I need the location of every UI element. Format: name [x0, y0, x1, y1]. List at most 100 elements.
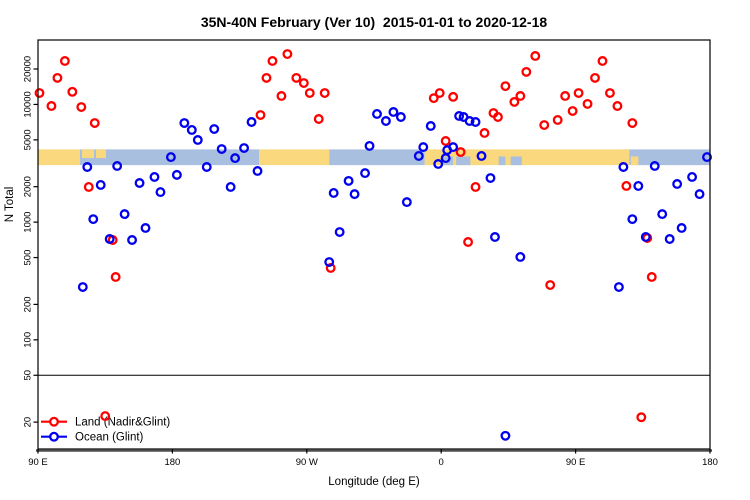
y-tick-label: 50 — [22, 370, 33, 381]
ocean-point — [425, 121, 436, 131]
ocean-point — [140, 223, 151, 233]
ocean-point — [401, 197, 412, 208]
legend: Land (Nadir&Glint) Ocean (Glint) — [41, 417, 170, 444]
ocean-point — [95, 179, 106, 190]
y-tick-label: 1000 — [22, 212, 33, 233]
ocean-point — [165, 152, 176, 163]
y-tick-label: 2000 — [22, 176, 33, 197]
ocean-point — [633, 180, 644, 191]
ocean-band-segment — [79, 149, 260, 166]
land-point — [291, 72, 302, 83]
ocean-point — [239, 143, 250, 153]
land-point — [636, 412, 647, 423]
land-point — [545, 280, 556, 291]
ocean-point — [676, 223, 687, 233]
land-point — [521, 66, 532, 77]
land-point — [59, 56, 70, 66]
ocean-point — [672, 179, 683, 189]
ocean-point — [440, 153, 451, 164]
ocean-point — [252, 166, 263, 176]
y-tick-label: 5000 — [22, 129, 33, 150]
ocean-point — [324, 257, 335, 267]
ocean-point — [464, 116, 475, 126]
ocean-point — [640, 232, 651, 242]
ocean-point — [179, 118, 190, 128]
land-point — [560, 91, 571, 101]
ocean-point — [349, 189, 360, 200]
ocean-point — [328, 187, 339, 198]
ocean-point — [485, 173, 496, 183]
x-tick-label: 90 E — [28, 457, 48, 468]
ocean-point — [201, 162, 212, 172]
ocean-point — [230, 153, 241, 164]
ocean-point — [657, 209, 668, 220]
ocean-point — [418, 142, 429, 153]
ocean-band-patch — [510, 156, 522, 166]
land-point — [434, 88, 445, 98]
land-band-patch — [95, 149, 106, 159]
land-point — [621, 180, 632, 191]
land-point — [590, 72, 600, 83]
land-point — [428, 93, 439, 104]
ocean-point — [448, 142, 459, 153]
ocean-point — [82, 162, 93, 172]
ocean-point — [454, 111, 465, 121]
land-point — [304, 88, 315, 98]
ocean-band-segment — [329, 149, 425, 166]
y-axis: 20 50 100 200 500 1000 2000 5000 10000 20000 N Tot… — [4, 56, 38, 427]
land-point — [67, 86, 78, 97]
ocean-point — [364, 140, 375, 151]
x-tick-label: 180 — [164, 457, 180, 468]
ocean-point — [372, 109, 382, 119]
y-tick-label: 20000 — [22, 56, 33, 82]
land-point — [627, 118, 638, 128]
ocean-point — [388, 107, 399, 117]
land-band-patch — [621, 149, 630, 166]
land-point — [455, 147, 466, 157]
ocean-point — [171, 169, 182, 180]
ocean-point — [225, 182, 236, 192]
ocean-point — [515, 252, 526, 262]
ocean-point — [413, 150, 424, 161]
y-tick-label: 500 — [22, 250, 33, 266]
land-point — [509, 96, 520, 107]
land-point — [313, 114, 324, 124]
ocean-point — [380, 116, 391, 126]
land-point — [46, 101, 57, 111]
ocean-point — [664, 234, 675, 244]
land-ocean-band — [38, 149, 710, 166]
ocean-point — [104, 234, 115, 244]
ocean-band-segment — [621, 149, 710, 166]
ocean-point — [127, 235, 138, 245]
land-point — [76, 102, 87, 113]
land-point — [110, 272, 121, 282]
ocean-point — [500, 430, 511, 441]
land-point — [52, 72, 63, 83]
land-point — [261, 72, 272, 83]
land-point — [573, 88, 584, 98]
legend-marker-icon — [49, 416, 59, 427]
land-point — [282, 49, 293, 59]
land-point — [448, 91, 459, 102]
ocean-point — [343, 175, 354, 186]
land-point — [89, 118, 100, 128]
land-band-segment — [259, 149, 330, 166]
x-tick-label: 90 E — [566, 457, 586, 468]
ocean-point — [702, 152, 712, 163]
land-point — [440, 136, 451, 146]
ocean-point — [395, 112, 406, 122]
land-point — [612, 101, 623, 111]
legend-label: Land (Nadir&Glint) — [75, 417, 170, 429]
ocean-point — [77, 282, 88, 292]
land-point — [604, 88, 615, 98]
land-band-patch — [630, 156, 639, 166]
ocean-point — [246, 117, 257, 127]
land-point — [530, 51, 541, 61]
y-tick-label: 200 — [22, 296, 33, 312]
y-tick-label: 10000 — [22, 91, 33, 117]
ocean-series — [77, 107, 712, 441]
legend-label: Ocean (Glint) — [75, 432, 144, 444]
land-band-segment — [38, 149, 80, 166]
land-point — [479, 128, 490, 138]
